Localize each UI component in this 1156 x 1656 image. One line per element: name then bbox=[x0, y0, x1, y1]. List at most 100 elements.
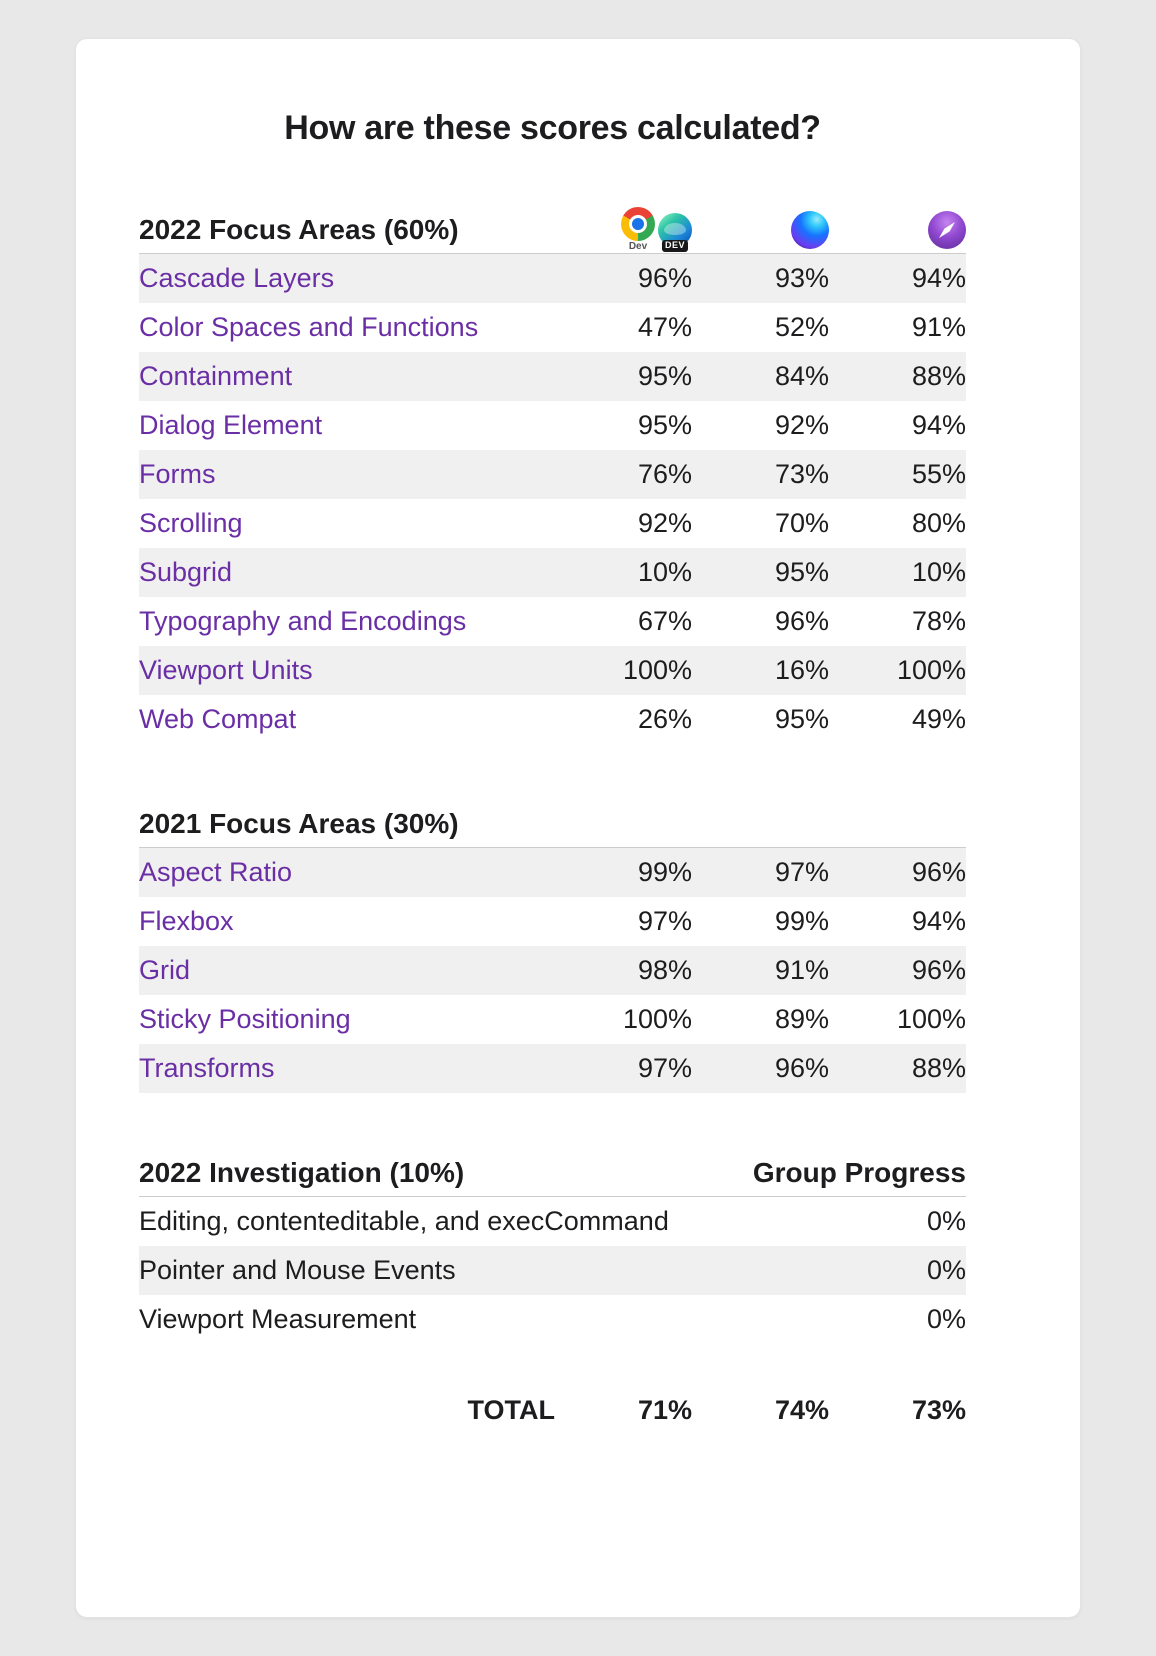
firefox-nightly-icon bbox=[791, 210, 829, 249]
row-link[interactable]: Scrolling bbox=[139, 508, 243, 538]
score-value: 100% bbox=[896, 1004, 966, 1034]
chrome-dev-icon: Dev bbox=[621, 207, 655, 252]
score-value: 10% bbox=[911, 557, 966, 587]
browser-icons-cell bbox=[692, 210, 829, 249]
score-value: 55% bbox=[911, 459, 966, 489]
row-link[interactable]: Aspect Ratio bbox=[139, 857, 293, 887]
score-value: 97% bbox=[637, 1053, 692, 1083]
section-heading-right: Group Progress bbox=[752, 1156, 966, 1188]
total-value: 73% bbox=[911, 1395, 966, 1425]
safari-technology-preview-icon bbox=[928, 210, 966, 249]
row-link[interactable]: Containment bbox=[139, 361, 293, 391]
table-row: Scrolling 92% 70% 80% bbox=[139, 499, 966, 548]
score-value: 80% bbox=[911, 508, 966, 538]
table-row: Editing, contenteditable, and execComman… bbox=[139, 1197, 966, 1246]
table-row: Subgrid 10% 95% 10% bbox=[139, 548, 966, 597]
score-value: 76% bbox=[637, 459, 692, 489]
section-header: 2021 Focus Areas (30%) bbox=[139, 800, 966, 848]
section-header: 2022 Investigation (10%) Group Progress bbox=[139, 1149, 966, 1197]
scores-table: 2022 Focus Areas (60%) Dev DEV Cascade Laye… bbox=[139, 206, 966, 1344]
table-row: Dialog Element 95% 92% 94% bbox=[139, 401, 966, 450]
score-value: 26% bbox=[637, 704, 692, 734]
score-value: 98% bbox=[637, 955, 692, 985]
row-link[interactable]: Grid bbox=[139, 955, 191, 985]
score-value: 49% bbox=[911, 704, 966, 734]
section: 2021 Focus Areas (30%) Aspect Ratio 99% 97%… bbox=[139, 800, 966, 1093]
score-value: 88% bbox=[911, 361, 966, 391]
browser-icons-cell: Dev DEV bbox=[555, 207, 692, 252]
row-link[interactable]: Dialog Element bbox=[139, 410, 323, 440]
row-link[interactable]: Viewport Units bbox=[139, 655, 313, 685]
score-value: 89% bbox=[774, 1004, 829, 1034]
score-value: 96% bbox=[774, 1053, 829, 1083]
score-value: 96% bbox=[637, 263, 692, 293]
score-value: 88% bbox=[911, 1053, 966, 1083]
section-heading: 2022 Focus Areas (60%) bbox=[139, 213, 459, 245]
table-row: Sticky Positioning 100% 89% 100% bbox=[139, 995, 966, 1044]
table-row: Containment 95% 84% 88% bbox=[139, 352, 966, 401]
score-value: 97% bbox=[774, 857, 829, 887]
row-label: Editing, contenteditable, and execComman… bbox=[139, 1206, 669, 1236]
table-row: Web Compat 26% 95% 49% bbox=[139, 695, 966, 744]
total-row: TOTAL 71% 74% 73% bbox=[139, 1386, 967, 1435]
row-link[interactable]: Flexbox bbox=[139, 906, 234, 936]
table-row: Typography and Encodings 67% 96% 78% bbox=[139, 597, 966, 646]
section: 2022 Investigation (10%) Group Progress Ed… bbox=[139, 1149, 966, 1344]
score-value: 0% bbox=[926, 1304, 966, 1334]
score-value: 67% bbox=[637, 606, 692, 636]
table-row: Viewport Units 100% 16% 100% bbox=[139, 646, 966, 695]
table-row: Transforms 97% 96% 88% bbox=[139, 1044, 966, 1093]
table-row: Cascade Layers 96% 93% 94% bbox=[139, 254, 966, 303]
score-value: 52% bbox=[774, 312, 829, 342]
row-link[interactable]: Transforms bbox=[139, 1053, 275, 1083]
row-link[interactable]: Color Spaces and Functions bbox=[139, 312, 479, 342]
score-value: 10% bbox=[637, 557, 692, 587]
score-value: 96% bbox=[774, 606, 829, 636]
row-label: Pointer and Mouse Events bbox=[139, 1255, 456, 1285]
score-value: 94% bbox=[911, 410, 966, 440]
table-row: Flexbox 97% 99% 94% bbox=[139, 897, 966, 946]
score-value: 100% bbox=[622, 655, 692, 685]
total-value: 71% bbox=[637, 1395, 692, 1425]
table-row: Grid 98% 91% 96% bbox=[139, 946, 966, 995]
score-value: 95% bbox=[774, 557, 829, 587]
safari-technology-preview-icon bbox=[928, 210, 966, 249]
row-link[interactable]: Typography and Encodings bbox=[139, 606, 467, 636]
score-value: 92% bbox=[774, 410, 829, 440]
score-value: 0% bbox=[926, 1255, 966, 1285]
score-value: 95% bbox=[637, 361, 692, 391]
section-heading: 2022 Investigation (10%) bbox=[139, 1156, 465, 1188]
score-value: 93% bbox=[774, 263, 829, 293]
section: 2022 Focus Areas (60%) Dev DEV Cascade Laye… bbox=[139, 206, 966, 744]
score-value: 0% bbox=[926, 1206, 966, 1236]
score-value: 96% bbox=[911, 955, 966, 985]
score-value: 91% bbox=[774, 955, 829, 985]
row-link[interactable]: Cascade Layers bbox=[139, 263, 335, 293]
total-label: TOTAL bbox=[467, 1395, 556, 1425]
total-value: 74% bbox=[774, 1395, 829, 1425]
row-link[interactable]: Subgrid bbox=[139, 557, 233, 587]
score-value: 99% bbox=[774, 906, 829, 936]
row-label: Viewport Measurement bbox=[139, 1304, 417, 1334]
score-value: 92% bbox=[637, 508, 692, 538]
table-row: Pointer and Mouse Events 0% bbox=[139, 1246, 966, 1295]
chrome-dev-icon bbox=[621, 207, 655, 241]
score-value: 47% bbox=[637, 312, 692, 342]
table-row: Viewport Measurement 0% bbox=[139, 1295, 966, 1344]
edge-dev-icon-caption: DEV bbox=[661, 239, 689, 252]
firefox-nightly-icon bbox=[791, 210, 829, 249]
score-value: 96% bbox=[911, 857, 966, 887]
row-link[interactable]: Sticky Positioning bbox=[139, 1004, 351, 1034]
browser-icons-cell bbox=[829, 210, 966, 249]
score-value: 94% bbox=[911, 263, 966, 293]
score-value: 100% bbox=[896, 655, 966, 685]
table-row: Aspect Ratio 99% 97% 96% bbox=[139, 848, 966, 897]
score-value: 16% bbox=[774, 655, 829, 685]
score-value: 97% bbox=[637, 906, 692, 936]
edge-dev-icon: DEV bbox=[658, 212, 692, 252]
section-heading: 2021 Focus Areas (30%) bbox=[139, 807, 459, 839]
page-title: How are these scores calculated? bbox=[284, 109, 821, 147]
row-link[interactable]: Web Compat bbox=[139, 704, 297, 734]
row-link[interactable]: Forms bbox=[139, 459, 216, 489]
